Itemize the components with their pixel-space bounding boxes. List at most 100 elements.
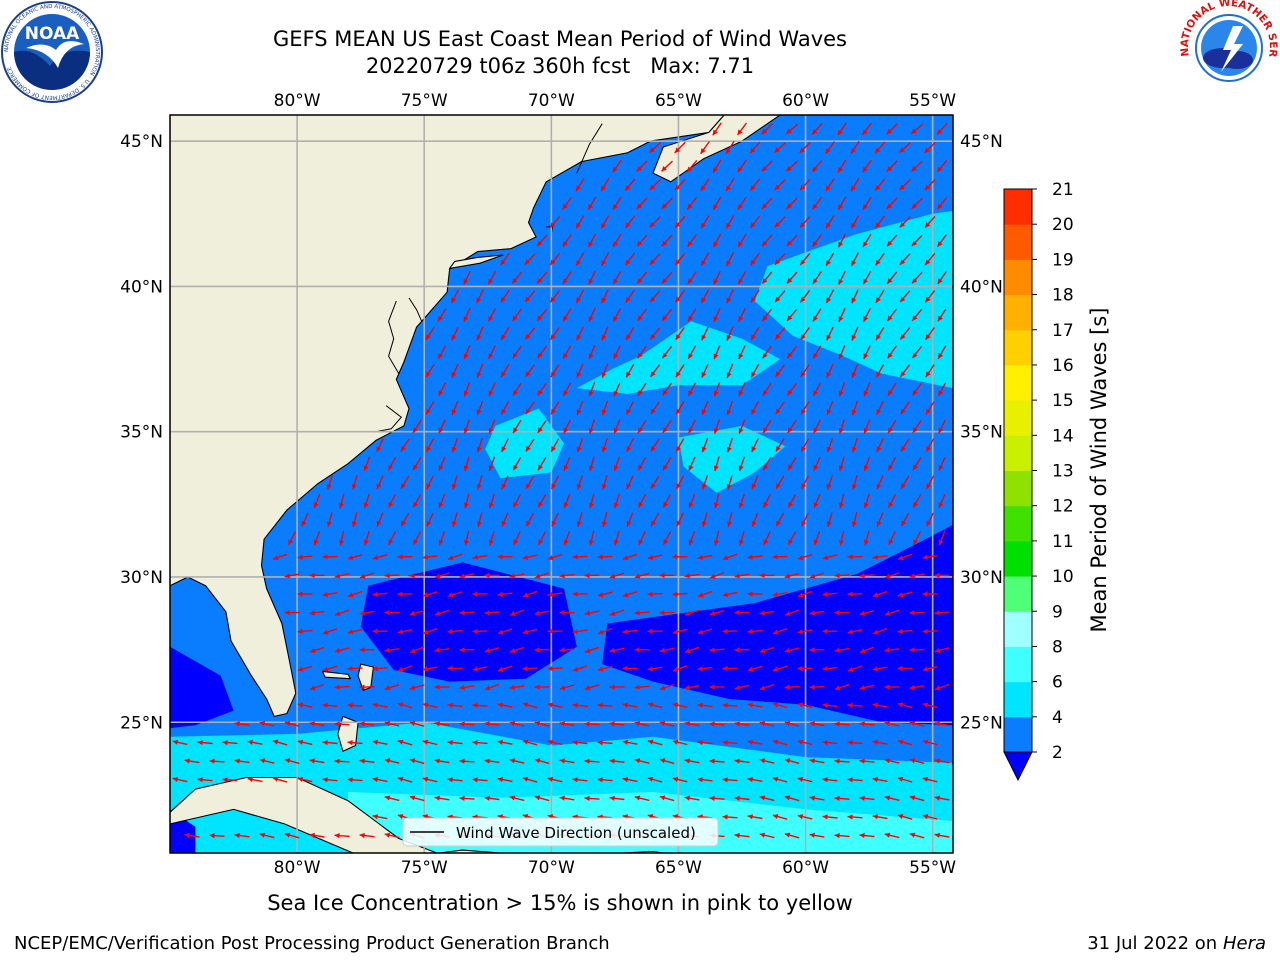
wave-direction-arrow	[536, 345, 548, 359]
arrow-head	[872, 629, 879, 635]
arrow-head	[759, 685, 766, 691]
wave-direction-arrow	[834, 795, 850, 801]
wave-direction-arrow	[909, 795, 925, 802]
wave-direction-arrow	[551, 512, 559, 527]
arrow-head	[463, 316, 469, 322]
wave-direction-arrow	[684, 721, 700, 727]
colorbar-tick-label-7: 12	[1052, 497, 1074, 517]
wave-direction-arrow	[347, 590, 363, 598]
arrow-head	[488, 390, 494, 397]
wave-direction-arrow	[334, 833, 350, 839]
arrow-head	[751, 409, 757, 415]
wave-direction-arrow	[472, 777, 488, 783]
arrow-head	[734, 685, 741, 691]
arrow-head	[372, 666, 378, 672]
run-date-prefix: 31 Jul 2022 on	[1087, 933, 1223, 954]
arrow-head	[501, 520, 507, 527]
arrow-head	[912, 277, 918, 284]
wave-direction-arrow	[826, 437, 834, 453]
arrow-head	[738, 502, 744, 509]
arrow-head	[662, 352, 668, 359]
wave-direction-arrow	[626, 475, 634, 490]
wave-direction-arrow	[886, 271, 898, 285]
arrow-head	[384, 795, 391, 801]
wave-direction-arrow	[534, 572, 550, 579]
bottom-lon-label-2: 70°W	[528, 858, 575, 878]
arrow-head	[359, 573, 366, 579]
wave-direction-arrow	[522, 554, 538, 560]
arrow-head	[297, 776, 304, 782]
arrow-head	[675, 222, 681, 228]
wave-direction-arrow	[459, 610, 475, 616]
wave-direction-arrow	[297, 554, 313, 560]
wave-direction-arrow	[613, 493, 620, 509]
arrow-head	[788, 464, 793, 471]
arrow-head	[547, 591, 553, 597]
wave-direction-arrow	[447, 665, 463, 671]
arrow-head	[684, 721, 690, 727]
arrow-head	[647, 776, 654, 782]
arrow-head	[738, 390, 744, 397]
wave-direction-arrow	[500, 401, 510, 415]
wave-direction-arrow	[397, 776, 413, 783]
wave-direction-arrow	[772, 776, 788, 783]
wave-direction-arrow	[872, 777, 888, 783]
arrow-head	[676, 408, 681, 415]
left-lat-label-4: 25°N	[120, 713, 163, 733]
arrow-head	[372, 739, 378, 745]
arrow-head	[772, 554, 778, 560]
arrow-head	[597, 592, 604, 598]
arrow-head	[863, 241, 868, 247]
arrow-head	[588, 241, 594, 248]
wave-direction-arrow	[484, 721, 500, 727]
arrow-head	[609, 611, 616, 616]
arrow-head	[651, 483, 656, 489]
wave-direction-arrow	[509, 573, 525, 579]
wave-direction-arrow	[897, 553, 913, 561]
wave-direction-arrow	[838, 530, 845, 546]
arrow-head	[813, 465, 819, 471]
arrow-head	[938, 465, 944, 471]
wave-direction-arrow	[359, 721, 375, 727]
wave-direction-arrow	[697, 666, 713, 672]
arrow-head	[822, 555, 829, 560]
arrow-head	[899, 222, 906, 228]
arrow-head	[612, 166, 618, 173]
arrow-head	[613, 278, 618, 285]
arrow-head	[859, 795, 865, 801]
arrow-head	[626, 446, 632, 452]
arrow-head	[722, 740, 728, 746]
wave-direction-arrow	[662, 420, 672, 434]
arrow-head	[576, 372, 582, 378]
arrow-head	[872, 554, 878, 560]
arrow-head	[559, 610, 565, 616]
arrow-head	[797, 776, 804, 782]
arrow-head	[772, 702, 779, 708]
bottom-lon-label-3: 65°W	[655, 858, 702, 878]
arrow-head	[897, 628, 903, 634]
arrow-head	[384, 832, 391, 838]
arrow-head	[822, 628, 828, 634]
wave-direction-arrow	[737, 307, 747, 323]
wave-direction-arrow	[762, 456, 772, 471]
arrow-head	[551, 483, 557, 490]
wave-direction-arrow	[472, 666, 488, 672]
arrow-head	[922, 739, 929, 745]
wave-direction-arrow	[747, 628, 763, 634]
wave-direction-arrow	[488, 530, 495, 546]
wave-direction-arrow	[738, 530, 745, 546]
wave-direction-arrow	[800, 327, 810, 341]
wave-direction-arrow	[847, 591, 863, 597]
arrow-head	[672, 739, 679, 745]
arrow-head	[759, 610, 765, 616]
wave-direction-arrow	[774, 216, 786, 228]
wave-direction-arrow	[559, 610, 575, 616]
wave-direction-arrow	[687, 382, 697, 397]
arrow-head	[426, 446, 432, 452]
arrow-head	[609, 721, 615, 727]
arrow-head	[484, 758, 490, 764]
wave-direction-arrow	[576, 437, 584, 453]
arrow-head	[588, 428, 594, 434]
arrow-head	[786, 240, 793, 246]
wave-direction-arrow	[509, 609, 525, 616]
